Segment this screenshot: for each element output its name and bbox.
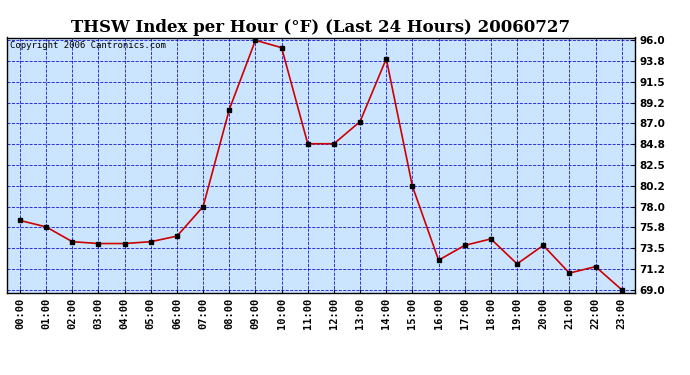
Text: Copyright 2006 Cantronics.com: Copyright 2006 Cantronics.com (10, 41, 166, 50)
Title: THSW Index per Hour (°F) (Last 24 Hours) 20060727: THSW Index per Hour (°F) (Last 24 Hours)… (71, 19, 571, 36)
